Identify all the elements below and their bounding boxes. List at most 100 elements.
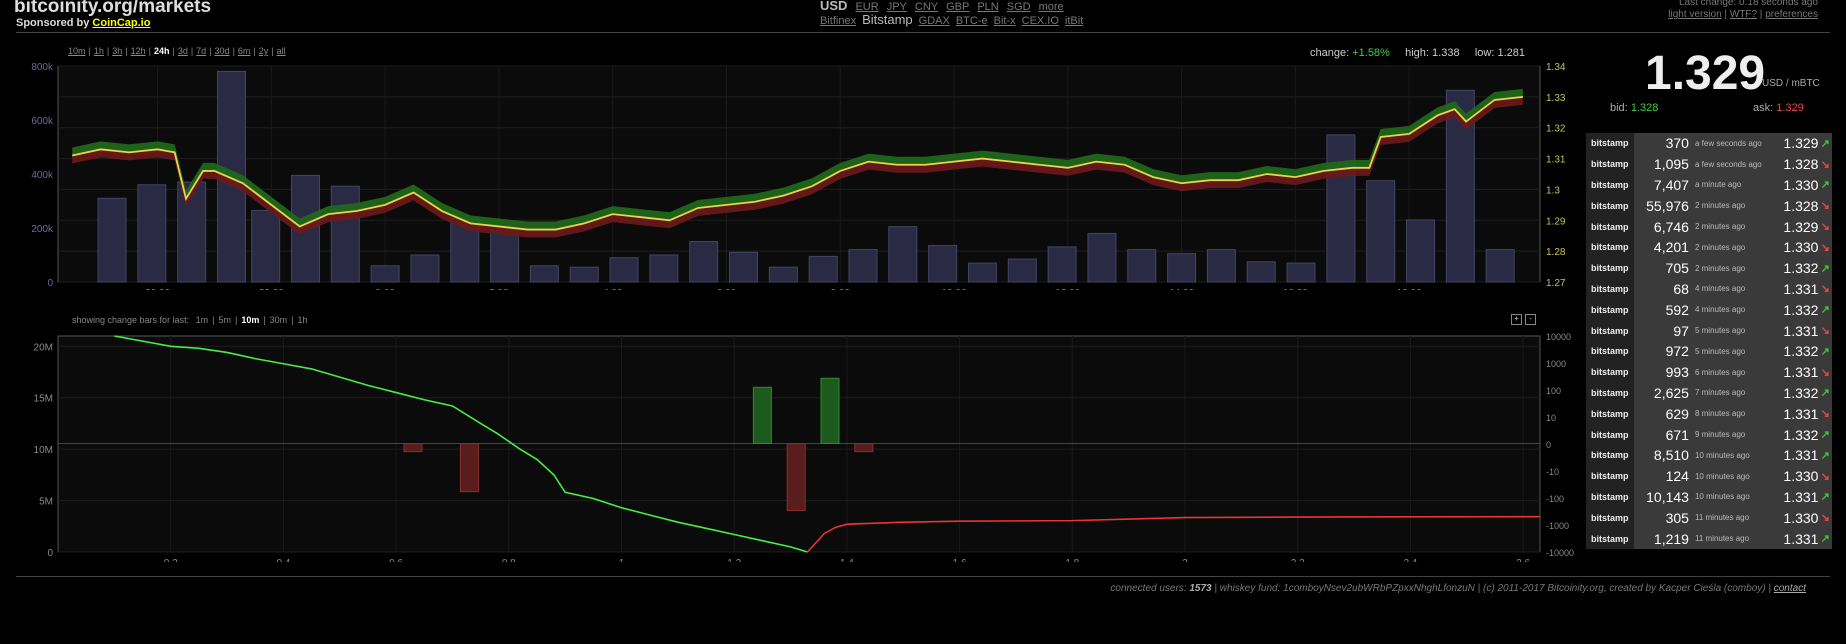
volume-bar — [177, 181, 207, 283]
zoom-out-button[interactable]: - — [1525, 314, 1536, 325]
x-tick-label: 0.8 — [502, 558, 516, 562]
users-label: connected users: — [1110, 583, 1187, 594]
x-tick-label: 2:00 — [489, 288, 509, 290]
currency-sgd[interactable]: SGD — [1006, 1, 1031, 13]
arrow-up-icon: ↗ — [1818, 340, 1832, 362]
arrow-up-icon: ↗ — [1818, 257, 1832, 279]
arrow-down-icon: ↘ — [1818, 465, 1832, 487]
price-volume-chart[interactable]: 20:00 22:00 0:00 2:00 4:00 6:00 8:00 10:00 12:00… — [0, 58, 1580, 290]
arrow-down-icon: ↘ — [1818, 507, 1832, 529]
zoom-in-button[interactable]: + — [1511, 314, 1522, 325]
arrow-up-icon: ↗ — [1818, 528, 1832, 549]
trade-time: 2 minutes ago — [1688, 236, 1776, 258]
exchange-bitstamp[interactable]: Bitstamp — [862, 12, 913, 27]
exchange-itbit[interactable]: itBit — [1064, 15, 1084, 27]
trade-amount: 993 — [1634, 361, 1689, 383]
current-price: 1.329 — [1645, 47, 1766, 100]
exchange-bit-x[interactable]: Bit-x — [993, 15, 1016, 27]
change-bars-option-30m[interactable]: 30m — [269, 315, 288, 325]
asks-depth-line — [806, 515, 1540, 553]
exchange-btc-e[interactable]: BTC-e — [955, 15, 988, 27]
range-24h[interactable]: 24h — [153, 46, 170, 56]
bid-display: bid: 1.328 — [1610, 102, 1658, 114]
trade-row: bitstamp 705 2 minutes ago 1.332 ↗ — [1586, 257, 1832, 279]
x-tick-label: 4:00 — [603, 288, 623, 290]
volume-bar — [1087, 232, 1117, 283]
light-version-link[interactable]: light version — [1668, 9, 1722, 20]
exchange-bitfinex[interactable]: Bitfinex — [820, 15, 857, 27]
x-tick-label: 20:00 — [145, 288, 170, 290]
range-10m[interactable]: 10m — [68, 46, 86, 56]
trade-price: 1.330 — [1775, 236, 1819, 258]
change-tick-label: 10000 — [1546, 332, 1571, 342]
depth-tick-label: 5M — [39, 497, 53, 508]
range-6m[interactable]: 6m — [237, 46, 251, 56]
arrow-down-icon: ↘ — [1818, 320, 1832, 341]
price-tick-label: 1.31 — [1546, 155, 1566, 166]
trade-exchange: bitstamp — [1586, 424, 1635, 445]
volume-tick-label: 600k — [31, 116, 54, 127]
trade-amount: 370 — [1634, 133, 1689, 154]
range-12h[interactable]: 12h — [130, 46, 146, 56]
currency-eur[interactable]: EUR — [855, 1, 879, 13]
arrow-down-icon: ↘ — [1818, 403, 1832, 425]
change-tick-label: 0 — [1546, 440, 1551, 450]
trade-price: 1.331 — [1775, 361, 1819, 383]
exchange-gdax[interactable]: GDAX — [918, 15, 950, 27]
ask-label: ask: — [1753, 102, 1774, 114]
trade-exchange: bitstamp — [1586, 465, 1635, 487]
site-title[interactable]: bitcoinity.org/markets — [14, 0, 212, 17]
range-1h[interactable]: 1h — [93, 46, 104, 56]
volume-bar — [370, 265, 400, 283]
currency-cny[interactable]: CNY — [914, 1, 939, 13]
currency-gbp[interactable]: GBP — [946, 1, 970, 13]
trade-row: bitstamp 305 11 minutes ago 1.330 ↘ — [1586, 507, 1832, 529]
x-tick-label: 22:00 — [259, 288, 284, 290]
range-3d[interactable]: 3d — [177, 46, 188, 56]
trade-time: 6 minutes ago — [1688, 361, 1776, 383]
contact-link[interactable]: contact — [1773, 583, 1806, 594]
currency-more[interactable]: more — [1038, 1, 1064, 13]
trade-row: bitstamp 629 8 minutes ago 1.331 ↘ — [1586, 403, 1832, 425]
trade-time: 11 minutes ago — [1688, 528, 1776, 549]
trade-exchange: bitstamp — [1586, 361, 1635, 383]
volume-bar — [1047, 246, 1077, 283]
trade-time: 10 minutes ago — [1688, 444, 1776, 466]
trade-row: bitstamp 10,143 10 minutes ago 1.331 ↗ — [1586, 486, 1832, 508]
range-all[interactable]: all — [276, 46, 286, 56]
trade-price: 1.330 — [1775, 465, 1819, 487]
currency-pln[interactable]: PLN — [977, 1, 999, 13]
volume-bar — [1326, 134, 1356, 283]
range-3h[interactable]: 3h — [112, 46, 123, 56]
trade-amount: 592 — [1634, 299, 1689, 321]
trade-exchange: bitstamp — [1586, 444, 1635, 466]
currency-jpy[interactable]: JPY — [886, 1, 907, 13]
currency-usd[interactable]: USD — [820, 0, 848, 13]
ask-value: 1.329 — [1776, 102, 1804, 114]
arrow-up-icon: ↗ — [1818, 382, 1832, 404]
sponsor-link[interactable]: CoinCap.io — [92, 17, 151, 29]
price-tick-label: 1.28 — [1546, 247, 1566, 258]
change-bars-option-1h[interactable]: 1h — [297, 315, 308, 325]
wtf-link[interactable]: WTF? — [1729, 9, 1758, 20]
preferences-link[interactable]: preferences — [1765, 9, 1818, 20]
range-2y[interactable]: 2y — [258, 46, 269, 56]
change-bars-option-10m[interactable]: 10m — [241, 315, 260, 325]
volume-bar — [848, 249, 878, 283]
market-depth-chart[interactable]: 0.2 0.4 0.6 0.8 1 1.2 1.4 1.6 1.8 2 2.2 2.4 2.6 0 5M 10… — [0, 328, 1580, 562]
arrow-down-icon: ↘ — [1818, 361, 1832, 383]
volume-bar — [1406, 219, 1436, 283]
range-7d[interactable]: 7d — [196, 46, 207, 56]
range-30d[interactable]: 30d — [214, 46, 230, 56]
change-bars-option-1m[interactable]: 1m — [195, 315, 209, 325]
whiskey-fund: whiskey fund: 1comboyNsev2ubWRbPZpxxNhgh… — [1219, 583, 1475, 594]
change-bars-option-5m[interactable]: 5m — [218, 315, 231, 325]
arrow-down-icon: ↘ — [1818, 153, 1832, 175]
trade-exchange: bitstamp — [1586, 382, 1635, 404]
trade-price: 1.330 — [1775, 507, 1819, 529]
trade-row: bitstamp 97 5 minutes ago 1.331 ↘ — [1586, 320, 1832, 341]
price-tick-label: 1.34 — [1546, 62, 1566, 73]
exchange-cex-io[interactable]: CEX.IO — [1021, 15, 1059, 27]
trade-row: bitstamp 124 10 minutes ago 1.330 ↘ — [1586, 465, 1832, 487]
trade-exchange: bitstamp — [1586, 486, 1635, 508]
